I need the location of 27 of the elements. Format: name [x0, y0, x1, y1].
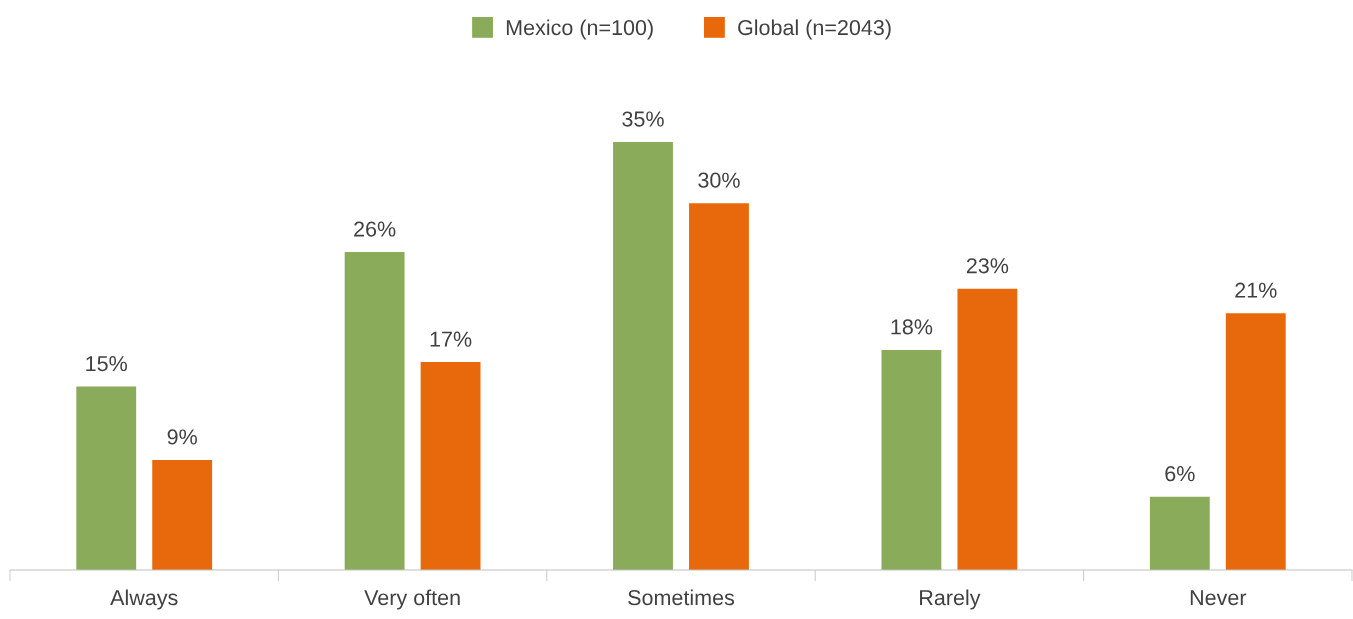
bar: [1149, 496, 1210, 570]
x-tick-label: Rarely: [920, 589, 981, 610]
bar: [881, 349, 942, 570]
data-label: 15%: [86, 356, 127, 372]
data-label: 23%: [966, 258, 1009, 274]
data-label: 21%: [1235, 282, 1277, 298]
bar: [613, 142, 673, 570]
bar: [957, 288, 1018, 570]
data-label: 6%: [1165, 466, 1195, 482]
legend-label: Global (n=2043): [738, 19, 891, 40]
data-label: 9%: [167, 429, 197, 445]
data-label: 26%: [354, 221, 396, 237]
bar: [1225, 313, 1286, 570]
x-tick-label: Very often: [364, 589, 460, 610]
bar: [420, 362, 481, 570]
x-tick-label: Never: [1190, 590, 1247, 606]
legend-label: Mexico (n=100): [506, 19, 653, 40]
data-label: 18%: [891, 319, 933, 335]
bar: [689, 203, 749, 570]
data-label: 17%: [430, 331, 472, 347]
x-tick-label: Sometimes: [628, 589, 735, 606]
bar: [152, 459, 213, 570]
bar: [344, 252, 405, 570]
data-label: 35%: [622, 111, 664, 127]
x-tick-label: Always: [110, 589, 178, 610]
bar: [76, 386, 137, 570]
data-label: 30%: [698, 172, 740, 188]
